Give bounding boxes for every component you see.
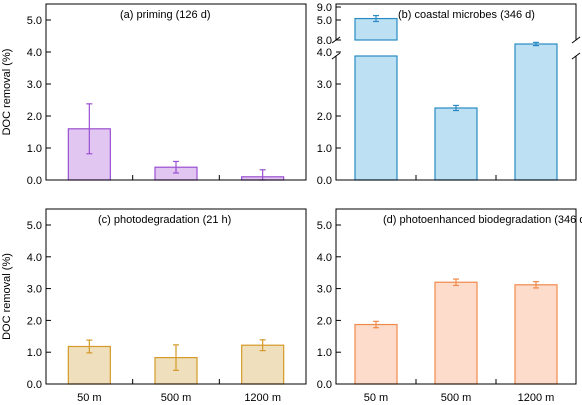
bar (241, 344, 285, 385)
bar (354, 55, 398, 181)
axis-frame (45, 208, 307, 385)
y-tick-label: 1.0 (317, 347, 332, 359)
y-tick-label: 5.0 (317, 15, 332, 27)
y-tick-label: 2.0 (27, 315, 42, 327)
x-tick-label: 500 m (161, 392, 192, 404)
y-axis-label: DOC removal (%) (1, 49, 13, 136)
y-tick-label: 5.0 (317, 220, 332, 232)
axis-break-mark (571, 36, 581, 44)
y-tick-label: 1.0 (27, 347, 42, 359)
panel-d: 0.0 1.0 2.0 3.0 4.0 5.0 (d) photoenhanced biod… (317, 208, 582, 404)
y-tick-label: 1.0 (317, 143, 332, 155)
x-tick-label: 50 m (77, 392, 101, 404)
y-tick-label-upper: 8.0 (317, 35, 332, 47)
bar (434, 107, 478, 181)
y-tick-label: 3.0 (317, 284, 332, 296)
axis-break-mark (331, 52, 341, 60)
y-tick-label: 5.0 (27, 15, 42, 27)
y-tick-label: 5.0 (27, 220, 42, 232)
axis-frame (335, 208, 577, 385)
bar (434, 281, 478, 385)
y-tick-label: 4.0 (27, 252, 42, 264)
panel-b: 0.0 1.0 2.0 3.0 4.0 5.0 8.0 9.0 (b) coastal micr… (317, 2, 581, 187)
y-tick-label: 2.0 (317, 111, 332, 123)
y-tick-label: 3.0 (317, 79, 332, 91)
x-tick-label: 50 m (364, 392, 388, 404)
y-tick-label: 1.0 (27, 143, 42, 155)
axis-frame (45, 3, 307, 181)
x-tick-label: 1200 m (518, 392, 555, 404)
y-tick-label: 0.0 (317, 379, 332, 391)
axis-break-mark (571, 52, 581, 60)
panel-title: (a) priming (126 d) (120, 9, 210, 21)
y-tick-label: 0.0 (317, 175, 332, 187)
panel-a: 0.0 1.0 2.0 3.0 4.0 5.0 (a) priming (126 d) DOC… (1, 3, 307, 187)
y-tick-label: 0.0 (27, 379, 42, 391)
y-tick-label: 4.0 (317, 47, 332, 59)
y-tick-label: 4.0 (317, 252, 332, 264)
panel-title: (d) photoenhanced biodegradation (346 d) (383, 214, 582, 226)
y-tick-label: 2.0 (317, 315, 332, 327)
panel-title: (c) photodegradation (21 h) (98, 214, 231, 226)
bar (354, 323, 398, 385)
x-tick-label: 1200 m (244, 392, 281, 404)
y-tick-label: 4.0 (27, 47, 42, 59)
panel-c: 0.0 1.0 2.0 3.0 4.0 5.0 (c) photodegradation (… (1, 208, 307, 404)
y-tick-label: 0.0 (27, 175, 42, 187)
y-tick-label-upper: 9.0 (317, 2, 332, 14)
bar (514, 284, 558, 385)
y-tick-label: 2.0 (27, 111, 42, 123)
y-axis-label: DOC removal (%) (1, 253, 13, 340)
bar (514, 43, 558, 181)
axis-frame-upper (335, 3, 577, 40)
panel-title: (b) coastal microbes (346 d) (398, 9, 535, 21)
y-tick-label: 3.0 (27, 284, 42, 296)
x-tick-label: 500 m (441, 392, 472, 404)
axis-frame-lower (335, 56, 577, 181)
y-tick-label: 3.0 (27, 79, 42, 91)
